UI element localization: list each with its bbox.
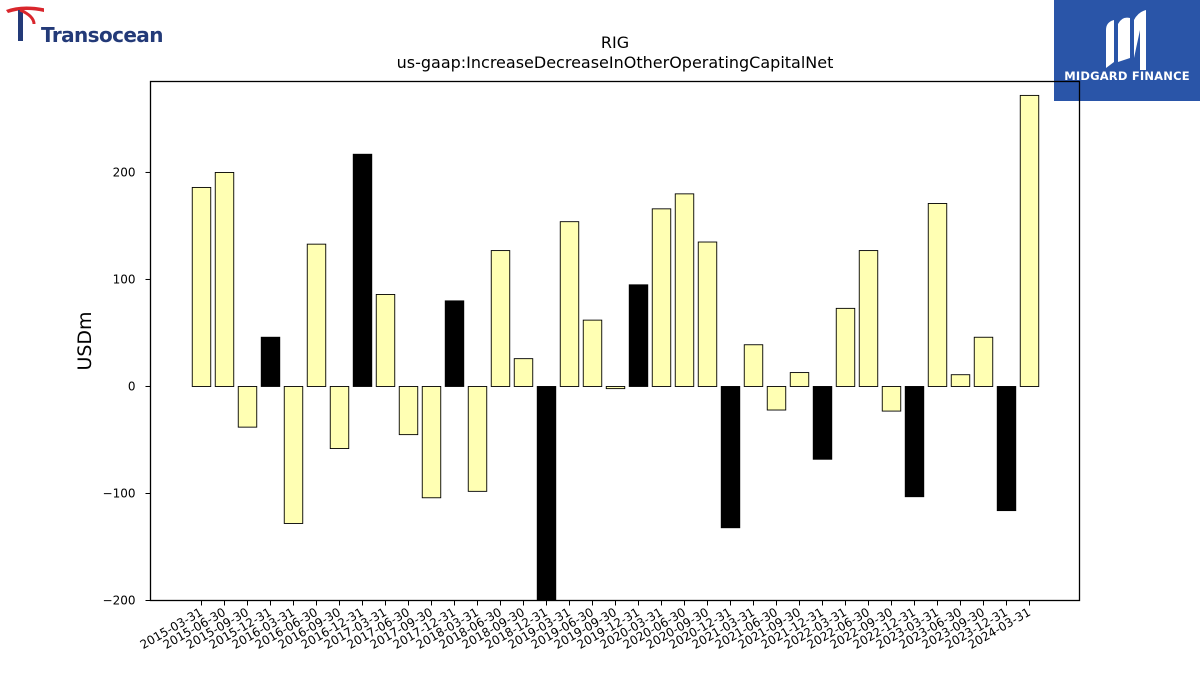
bar-2019-09-30 xyxy=(605,386,626,390)
bar-2016-09-30 xyxy=(329,386,350,450)
plot-frame xyxy=(149,80,1081,602)
transocean-logo-text: Transocean xyxy=(41,23,163,47)
bar-2023-09-30 xyxy=(973,336,994,387)
bar-2023-12-31 xyxy=(996,386,1017,512)
bar-2019-06-30 xyxy=(582,319,603,387)
bar-2017-06-30 xyxy=(398,386,419,436)
y-axis: −200 −100 0 100 200 xyxy=(103,165,151,608)
y-tick-label: 0 xyxy=(128,379,136,393)
bar-2022-09-30 xyxy=(881,386,902,412)
bar-2019-03-31 xyxy=(559,221,580,387)
bar-2015-03-31 xyxy=(191,186,212,387)
bar-2016-12-31 xyxy=(352,153,373,387)
bar-2023-03-31 xyxy=(927,203,948,387)
midgard-finance-logo: MIDGARD FINANCE xyxy=(1054,0,1200,101)
x-axis: 2015-03-312015-06-302015-09-302015-12-31… xyxy=(138,600,1033,652)
bar-2018-03-31 xyxy=(467,386,488,492)
bar-2021-06-30 xyxy=(766,386,787,411)
bar-2016-03-31 xyxy=(283,386,304,524)
y-tick-label: 100 xyxy=(113,272,136,286)
midgard-logo-text: MIDGARD FINANCE xyxy=(1064,69,1190,83)
y-axis-label: USDm xyxy=(74,311,96,370)
bar-2017-12-31 xyxy=(444,300,465,387)
y-tick-label: −100 xyxy=(103,486,136,500)
midgard-m-icon xyxy=(1106,10,1146,70)
transocean-t-icon xyxy=(6,6,52,41)
y-tick-label: −200 xyxy=(103,594,136,608)
bar-2021-12-31 xyxy=(812,386,833,460)
bar-2020-09-30 xyxy=(697,241,718,387)
bar-2015-12-31 xyxy=(260,336,281,387)
bar-2018-12-31 xyxy=(536,386,557,601)
bar-2022-06-30 xyxy=(858,250,879,387)
bars-group xyxy=(191,94,1040,601)
bar-2021-03-31 xyxy=(743,344,764,387)
bar-2015-06-30 xyxy=(214,172,235,387)
chart-title: RIG xyxy=(601,33,629,52)
bar-2016-06-30 xyxy=(306,243,327,387)
bar-2017-09-30 xyxy=(421,386,442,499)
bar-2023-06-30 xyxy=(950,374,971,387)
bar-2020-03-31 xyxy=(651,208,672,387)
bar-2018-09-30 xyxy=(513,358,534,387)
transocean-logo: Transocean xyxy=(4,4,184,47)
bar-2022-03-31 xyxy=(835,307,856,387)
bar-2017-03-31 xyxy=(375,294,396,387)
bar-2024-03-31 xyxy=(1019,94,1040,387)
bar-2022-12-31 xyxy=(904,386,925,498)
bar-2018-06-30 xyxy=(490,250,511,387)
y-tick-label: 200 xyxy=(113,165,136,179)
bar-2021-09-30 xyxy=(789,372,810,387)
bar-2020-06-30 xyxy=(674,193,695,387)
bar-2019-12-31 xyxy=(628,284,649,387)
chart-subtitle: us-gaap:IncreaseDecreaseInOtherOperating… xyxy=(397,53,834,72)
bar-2015-09-30 xyxy=(237,386,258,428)
bar-2020-12-31 xyxy=(720,386,741,529)
